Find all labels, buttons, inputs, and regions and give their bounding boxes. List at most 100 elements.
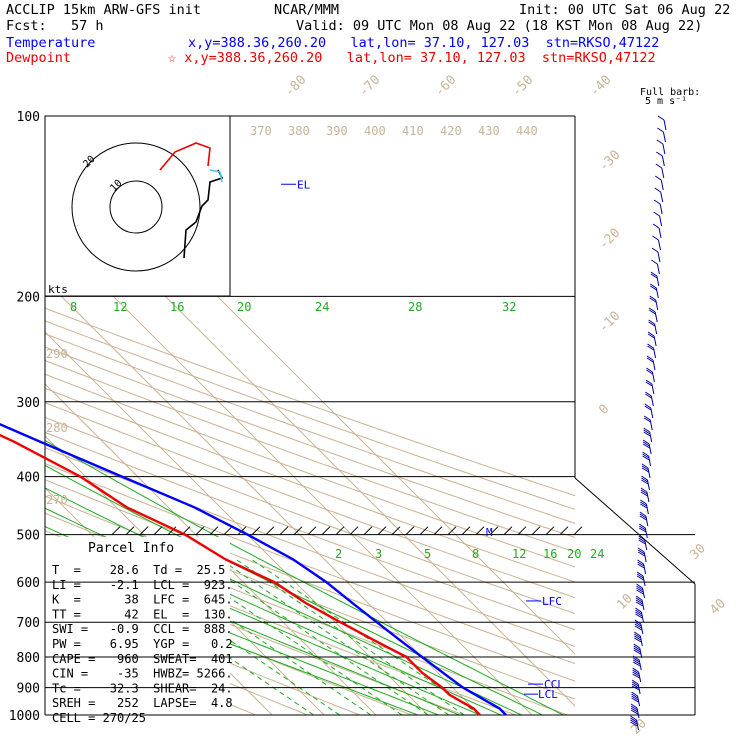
isotherm-label: -80	[282, 73, 309, 100]
parcel-info-row: CELL = 270/25	[52, 711, 146, 725]
parcel-info-row: SREH = 252 LAPSE= 4.8	[52, 696, 233, 710]
wind-barb-flag	[646, 367, 653, 373]
wind-barb-flag	[633, 647, 641, 653]
dry-adiabat-line	[45, 447, 575, 648]
dry-adiabat-line	[45, 416, 575, 615]
wind-barb-flag	[643, 417, 651, 423]
wind-barb-flag	[652, 223, 660, 229]
isotherm-line	[45, 279, 481, 715]
wind-barb-flag	[634, 631, 641, 637]
hatch-mark	[391, 526, 401, 536]
wind-barb-flag	[653, 211, 660, 217]
isotherm-label: -20	[596, 226, 623, 253]
wind-barb-flag	[651, 247, 659, 253]
hodograph-trace-upper	[159, 142, 211, 171]
wind-barb-staff	[659, 215, 663, 227]
hatch-mark	[405, 526, 415, 536]
wind-barb-flag	[645, 381, 653, 387]
dewpoint-location: ☆ x,y=388.36,260.20 lat,lon= 37.10, 127.…	[168, 50, 656, 66]
mixing-ratio-label: 16	[543, 547, 557, 561]
hatch-mark	[363, 526, 373, 536]
moist-adiabat-label: 28	[408, 300, 422, 314]
dry-adiabat-line	[45, 479, 575, 682]
wind-barb-flag	[636, 589, 644, 595]
wind-barb-flag	[641, 475, 648, 481]
mixing-ratio-label: 12	[512, 547, 526, 561]
hatch-mark	[125, 526, 135, 536]
hatch-mark	[531, 526, 541, 536]
wind-barb-flag	[630, 705, 638, 711]
hodograph-trace-low	[183, 169, 224, 259]
wind-barb-flag	[655, 163, 663, 169]
wind-barb-staff	[660, 179, 664, 191]
wind-barb-flag	[654, 175, 662, 181]
wind-barb-flag	[642, 453, 650, 459]
dry-adiabat-line	[45, 346, 575, 539]
hatch-mark	[195, 526, 205, 536]
wind-barb-flag	[635, 613, 643, 619]
dry-adiabat-line	[45, 462, 575, 665]
hatch-mark	[503, 526, 513, 536]
wind-barb-flag	[657, 115, 665, 121]
hatch-mark	[545, 526, 555, 536]
wind-barb-flag	[639, 527, 647, 533]
dry-adiabat-line	[45, 431, 575, 631]
wind-barb-flag	[642, 441, 650, 447]
wind-barb-flag	[634, 633, 641, 639]
mixing-ratio-line	[220, 559, 450, 715]
wind-barb-flag	[640, 487, 648, 493]
hatch-mark	[559, 526, 569, 536]
wind-barb-staff	[659, 203, 663, 215]
ccl-marker: CCL	[544, 678, 564, 691]
wind-barb-flag	[647, 333, 655, 339]
wind-barb-flag	[637, 563, 645, 569]
wind-barb-flag	[632, 657, 640, 663]
parcel-info-row: SWI = -0.9 CCL = 888.	[52, 622, 233, 636]
wind-barb-flag	[630, 717, 638, 723]
wind-barb-flag	[646, 355, 654, 361]
hatch-mark	[573, 526, 583, 536]
hatch-mark	[349, 526, 359, 536]
pressure-tick-label: 400	[17, 471, 40, 486]
wind-barb-flag	[639, 515, 647, 521]
wind-barb-flag	[637, 547, 645, 553]
dewpoint-profile	[0, 433, 481, 716]
pressure-tick-label: 1000	[9, 709, 40, 724]
mixing-ratio-line	[235, 559, 465, 715]
dry-adiabat-line	[45, 373, 575, 568]
hatch-mark	[293, 526, 303, 536]
wind-barb-flag	[643, 429, 651, 435]
wind-barb-flag	[642, 455, 650, 461]
wind-barb-flag	[633, 643, 641, 649]
wind-barb-flag	[635, 601, 644, 607]
hatch-mark	[447, 526, 457, 536]
wind-barb-flag	[645, 379, 653, 385]
pressure-tick-label: 300	[17, 396, 40, 411]
hatch-mark	[321, 526, 331, 536]
wind-barb-flag	[649, 297, 657, 303]
wind-barb-flag	[630, 721, 638, 727]
moist-adiabat-label: 32	[502, 300, 516, 314]
parcel-info-row: TT = 42 EL = 130.	[52, 607, 233, 621]
forecast-hour: Fcst: 57 h	[6, 18, 104, 34]
wind-barb-flag	[639, 525, 646, 531]
pressure-tick-label: 900	[17, 682, 40, 697]
wind-barb-flag	[638, 537, 646, 543]
dry-adiabat-line	[45, 387, 575, 583]
wind-barb-flag	[631, 681, 639, 687]
wind-barb-flag	[647, 343, 654, 349]
wind-barb-flag	[637, 549, 645, 555]
theta-label: 440	[516, 124, 538, 138]
isotherm-line	[0, 116, 12, 715]
moist-adiabat-label: 12	[113, 300, 127, 314]
wind-barb-flag	[647, 345, 655, 351]
mixing-ratio-line	[173, 559, 403, 715]
pressure-tick-label: 500	[17, 529, 40, 544]
wind-barb-flag	[654, 187, 661, 193]
theta-label: 400	[364, 124, 386, 138]
isotherm-label: -30	[596, 148, 623, 175]
parcel-info-title: Parcel Info	[88, 541, 174, 556]
wind-barb-flag	[636, 587, 644, 593]
